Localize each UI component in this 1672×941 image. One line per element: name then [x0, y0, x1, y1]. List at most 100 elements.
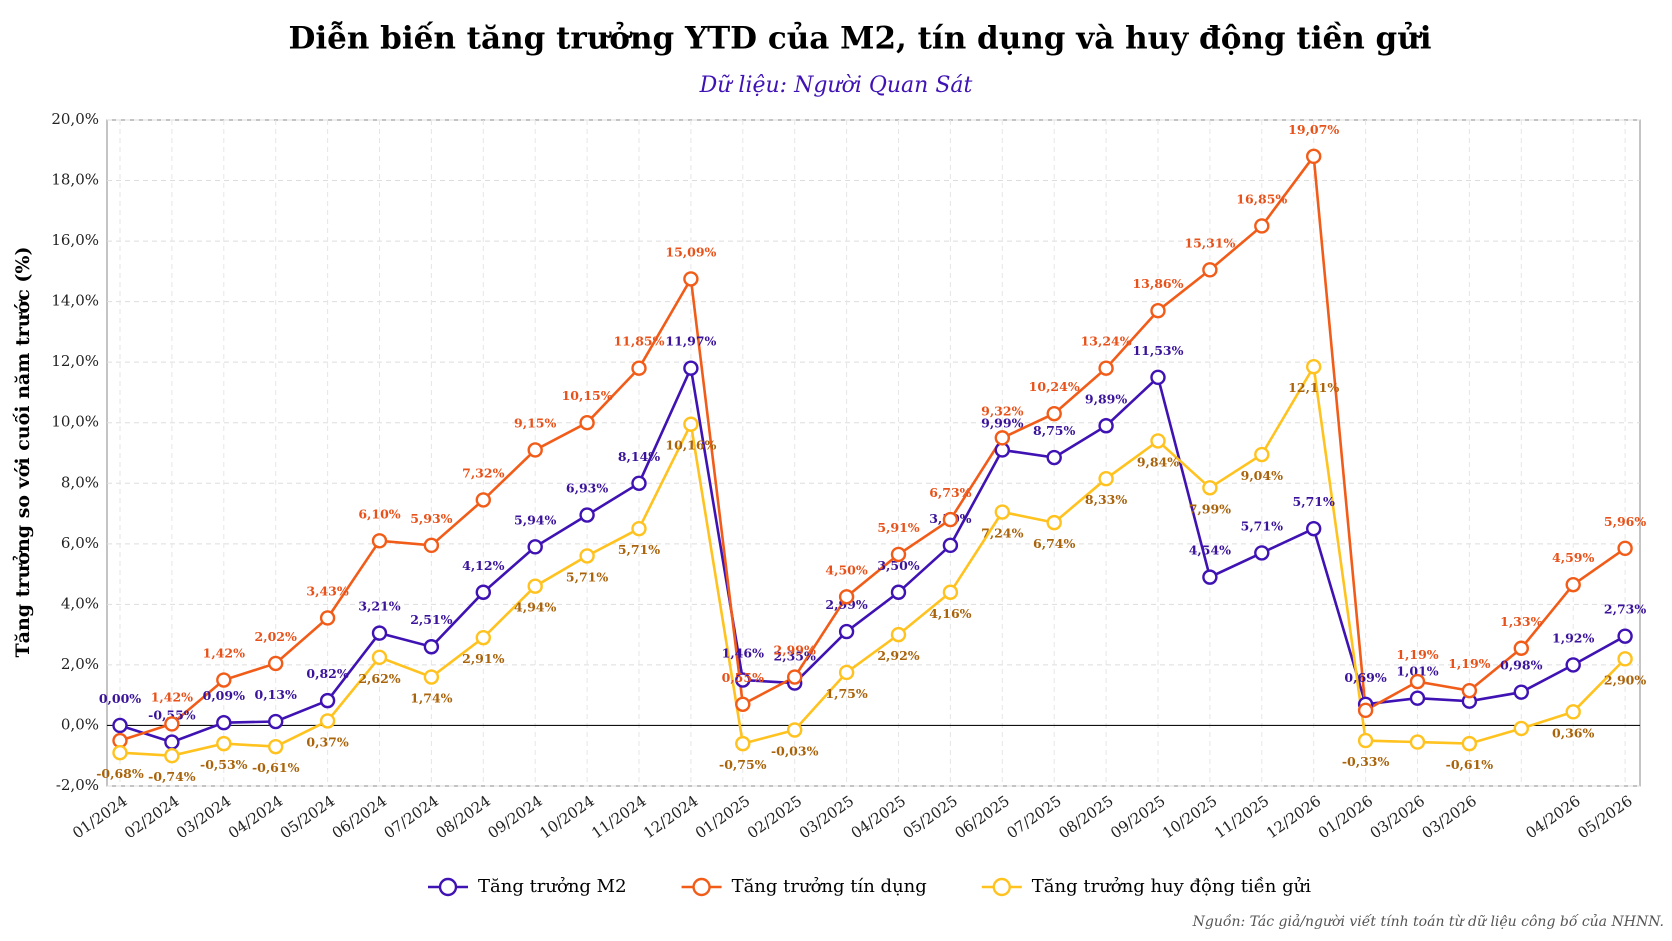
data-label: 5,96% — [1604, 514, 1646, 529]
x-tick-label: 04/2024 — [225, 792, 286, 842]
point-marker — [216, 672, 232, 688]
x-tick-label: 08/2024 — [433, 792, 494, 842]
data-label: 0,13% — [255, 687, 297, 702]
point-marker — [1254, 218, 1270, 234]
point-marker — [735, 735, 751, 752]
data-label: 1,75% — [825, 686, 867, 701]
point-marker — [631, 475, 647, 491]
data-label: 4,59% — [1552, 550, 1594, 565]
data-label: 2,35% — [774, 649, 816, 664]
data-label: 11,85% — [613, 334, 664, 349]
data-label: 0,09% — [203, 688, 245, 703]
point-marker — [683, 271, 699, 287]
data-label: 6,74% — [1033, 536, 1075, 551]
data-label: 5,94% — [514, 512, 556, 527]
x-tick-label: 04/2026 — [1522, 792, 1583, 842]
data-label: -0,74% — [148, 769, 196, 784]
legend-marker — [992, 877, 1011, 897]
point-marker — [1409, 690, 1426, 706]
x-tick-label: 09/2025 — [1107, 792, 1168, 842]
data-label: -0,55% — [148, 708, 196, 723]
x-tick-label: 03/2026 — [1419, 792, 1480, 842]
data-label: 2,99% — [774, 643, 816, 658]
x-tick-label: 01/2024 — [69, 792, 130, 842]
point-marker — [1617, 628, 1633, 644]
point-marker — [1617, 651, 1633, 667]
x-tick-label: 01/2025 — [692, 792, 753, 842]
data-label: 0,98% — [1500, 658, 1542, 673]
point-marker — [1202, 262, 1218, 278]
y-tick-label: 20,0% — [51, 110, 99, 128]
data-label: 3,21% — [358, 599, 400, 614]
data-label: -0,33% — [1342, 754, 1390, 769]
data-label: -0,03% — [771, 743, 819, 758]
point-marker — [1046, 514, 1062, 531]
data-label: 3,50% — [877, 558, 919, 573]
data-label: -0,61% — [1446, 757, 1494, 772]
point-marker — [890, 546, 907, 563]
data-label: 1,92% — [1552, 630, 1594, 645]
data-label: 9,89% — [1085, 391, 1127, 406]
legend-label: Tăng trưởng huy động tiền gửi — [1032, 876, 1311, 897]
point-marker — [1565, 704, 1581, 720]
data-label: 2,90% — [1604, 672, 1646, 687]
data-label: 5,71% — [1241, 518, 1283, 533]
point-marker — [890, 626, 907, 643]
data-label: 15,09% — [665, 244, 716, 259]
data-label: 4,16% — [929, 606, 971, 621]
point-marker — [1098, 360, 1114, 376]
y-axis-label: Tăng trưởng so với cuối năm trước (%) — [12, 247, 34, 658]
x-tick-label: 12/2024 — [640, 792, 701, 842]
point-marker — [216, 735, 232, 752]
point-marker — [735, 672, 751, 688]
point-marker — [216, 715, 232, 731]
point-marker — [683, 360, 699, 376]
x-tick-label: 05/2024 — [277, 792, 338, 842]
y-tick-label: 18,0% — [51, 171, 99, 189]
point-marker — [1046, 449, 1062, 466]
data-label: 9,04% — [1241, 468, 1283, 483]
series-line — [119, 363, 1626, 744]
point-marker — [683, 416, 699, 432]
data-label: 4,12% — [462, 558, 504, 573]
data-label: 8,75% — [1033, 423, 1075, 438]
point-marker — [1305, 359, 1322, 375]
data-label: 7,24% — [981, 526, 1023, 541]
point-marker — [631, 360, 647, 376]
data-label: 8,14% — [618, 449, 660, 464]
point-marker — [1202, 569, 1218, 585]
data-label: 0,55% — [722, 670, 764, 685]
data-label: -0,68% — [96, 766, 144, 781]
x-tick-label: 03/2024 — [173, 792, 234, 842]
data-label: 1,19% — [1448, 656, 1490, 671]
data-label: 2,91% — [462, 651, 504, 666]
series-line — [119, 152, 1626, 742]
point-marker — [942, 511, 959, 528]
point-marker — [787, 669, 803, 685]
data-label: 1,19% — [1396, 647, 1438, 662]
data-label: 5,93% — [410, 511, 452, 526]
y-tick-label: 6,0% — [61, 534, 99, 552]
point-marker — [942, 584, 959, 600]
data-label: -0,53% — [200, 757, 248, 772]
point-marker — [371, 625, 388, 641]
point-marker — [1409, 734, 1426, 750]
legend-marker — [438, 877, 458, 897]
data-label: 5,71% — [618, 542, 660, 557]
point-marker — [1617, 540, 1633, 557]
y-tick-label: 4,0% — [61, 594, 99, 612]
point-marker — [1565, 576, 1581, 593]
point-marker — [735, 696, 751, 712]
point-marker — [1357, 702, 1374, 719]
data-label: 1,42% — [151, 689, 193, 704]
y-tick-label: 2,0% — [61, 655, 99, 673]
point-marker — [838, 589, 855, 605]
data-label: 16,85% — [1236, 191, 1287, 206]
legend-marker — [692, 877, 711, 897]
legend-label: Tăng trưởng M2 — [478, 876, 627, 897]
data-label: 10,16% — [665, 438, 716, 453]
x-tick-label: 03/2025 — [796, 792, 857, 842]
point-marker — [838, 664, 855, 681]
data-label: 2,51% — [410, 612, 452, 627]
point-marker — [994, 430, 1010, 446]
